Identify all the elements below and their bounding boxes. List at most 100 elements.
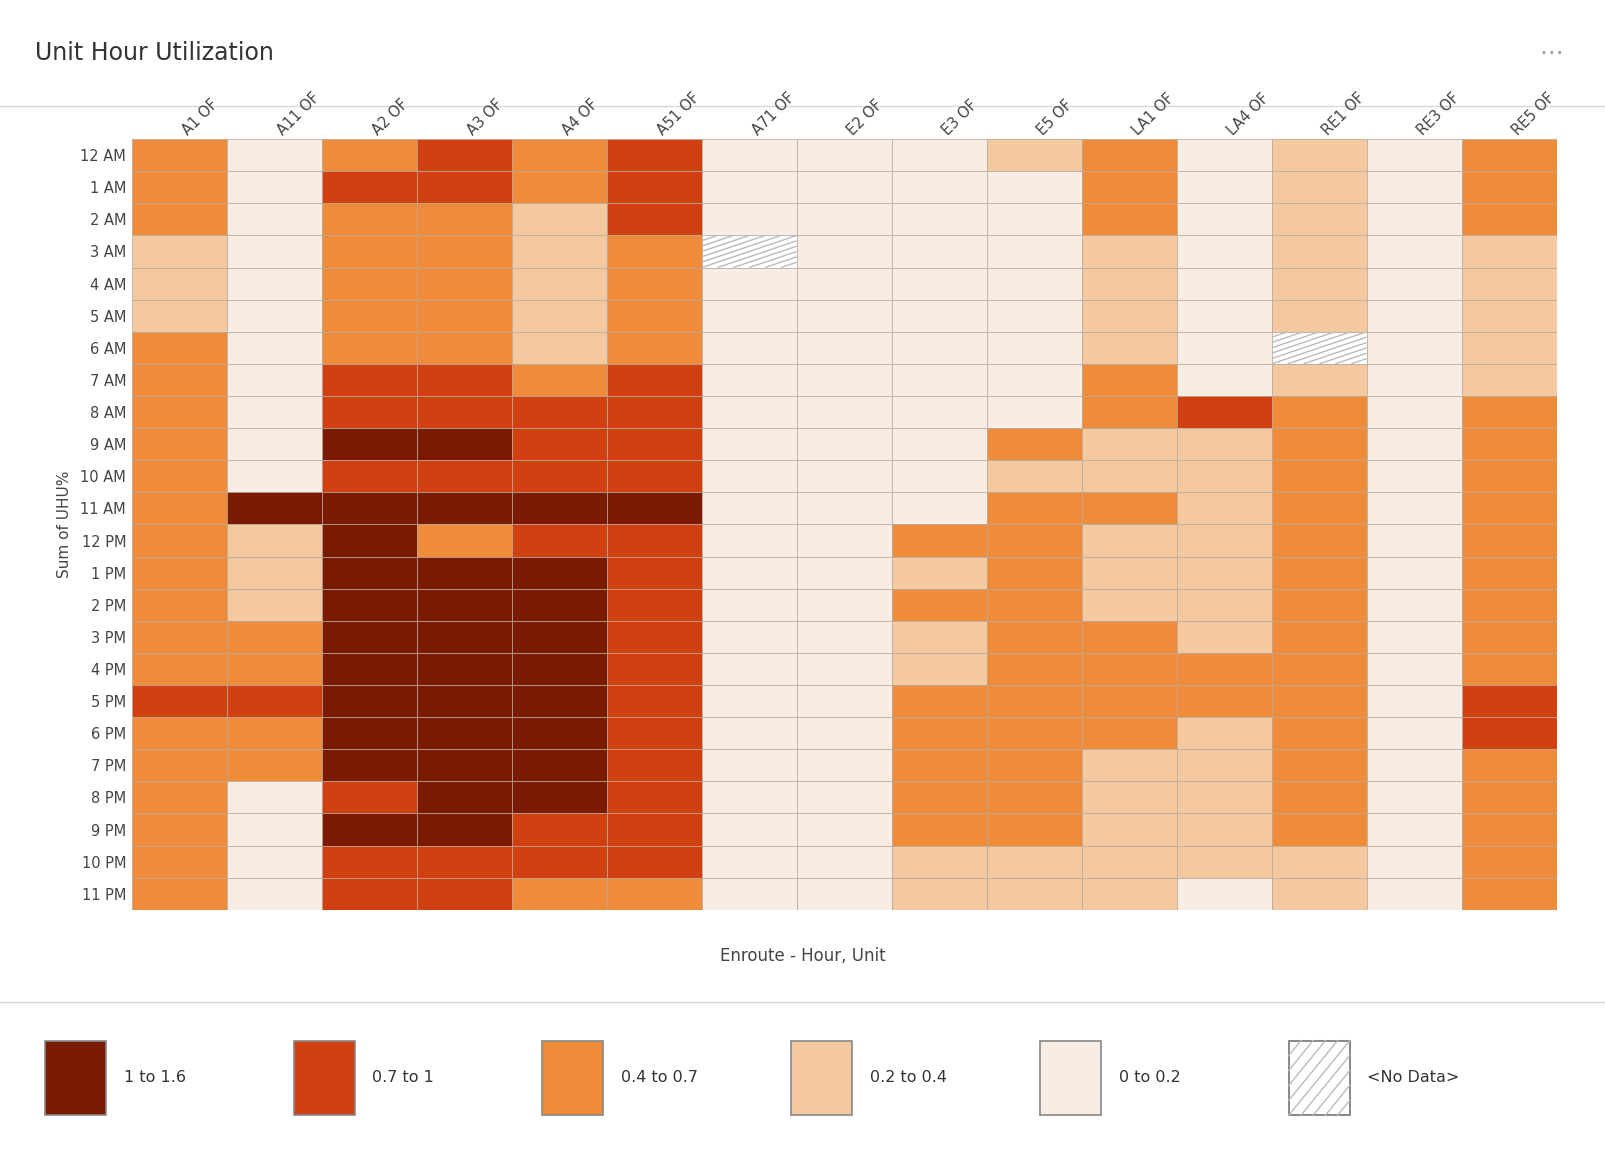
Bar xyxy=(1271,460,1367,493)
Bar xyxy=(796,653,892,685)
Bar xyxy=(701,524,796,556)
Bar xyxy=(607,396,701,428)
Bar xyxy=(321,814,417,846)
Bar xyxy=(417,493,512,524)
Bar xyxy=(607,428,701,460)
Bar xyxy=(1271,139,1367,172)
Bar xyxy=(1271,685,1367,717)
Bar xyxy=(226,685,321,717)
Bar xyxy=(1367,653,1462,685)
Bar xyxy=(607,524,701,556)
Bar xyxy=(892,556,987,589)
Bar xyxy=(607,460,701,493)
Bar xyxy=(796,235,892,268)
Bar xyxy=(701,749,796,781)
Bar xyxy=(321,685,417,717)
Bar xyxy=(132,749,226,781)
Bar xyxy=(796,139,892,172)
Bar xyxy=(987,589,1082,621)
Bar xyxy=(1271,300,1367,331)
Bar xyxy=(226,749,321,781)
Bar xyxy=(701,556,796,589)
Bar xyxy=(417,172,512,203)
Bar xyxy=(132,524,226,556)
Bar xyxy=(1367,877,1462,910)
Text: 1 to 1.6: 1 to 1.6 xyxy=(124,1071,186,1085)
Bar xyxy=(132,589,226,621)
Bar xyxy=(1367,268,1462,300)
Bar xyxy=(987,653,1082,685)
Bar xyxy=(607,203,701,235)
Bar xyxy=(1462,428,1557,460)
Bar xyxy=(1082,139,1176,172)
Bar xyxy=(987,268,1082,300)
Bar xyxy=(892,428,987,460)
Bar xyxy=(892,589,987,621)
Bar xyxy=(321,300,417,331)
Bar xyxy=(1082,556,1176,589)
Bar xyxy=(512,364,607,396)
Bar xyxy=(542,1041,603,1115)
Bar xyxy=(607,877,701,910)
Bar xyxy=(512,781,607,814)
Text: <No Data>: <No Data> xyxy=(1367,1071,1461,1085)
Bar xyxy=(796,717,892,749)
Bar xyxy=(45,1041,106,1115)
Bar xyxy=(701,621,796,653)
Bar xyxy=(1176,268,1271,300)
Bar xyxy=(701,268,796,300)
Bar xyxy=(796,203,892,235)
Bar xyxy=(796,685,892,717)
Bar xyxy=(1271,846,1367,877)
Bar xyxy=(1271,235,1367,268)
Bar xyxy=(321,331,417,364)
Bar xyxy=(1462,749,1557,781)
Bar xyxy=(1271,653,1367,685)
Bar xyxy=(1176,172,1271,203)
Bar xyxy=(1082,235,1176,268)
Bar xyxy=(1082,396,1176,428)
Bar xyxy=(226,846,321,877)
Bar xyxy=(1367,331,1462,364)
Bar xyxy=(607,364,701,396)
Bar xyxy=(1176,685,1271,717)
Bar xyxy=(1176,781,1271,814)
Bar xyxy=(892,396,987,428)
Bar xyxy=(1271,781,1367,814)
Bar xyxy=(1271,589,1367,621)
Bar xyxy=(226,203,321,235)
Bar xyxy=(796,621,892,653)
Bar xyxy=(132,493,226,524)
Bar xyxy=(892,268,987,300)
Bar xyxy=(892,781,987,814)
Bar xyxy=(321,781,417,814)
Bar xyxy=(607,685,701,717)
Text: Enroute - Hour, Unit: Enroute - Hour, Unit xyxy=(719,947,886,965)
Bar xyxy=(1176,364,1271,396)
Bar xyxy=(1176,877,1271,910)
Bar xyxy=(132,621,226,653)
Bar xyxy=(512,877,607,910)
Bar xyxy=(1176,428,1271,460)
Y-axis label: Sum of UHU%: Sum of UHU% xyxy=(56,471,72,578)
Bar xyxy=(321,589,417,621)
Bar xyxy=(607,139,701,172)
Bar xyxy=(1367,235,1462,268)
Bar xyxy=(1082,877,1176,910)
Bar xyxy=(321,235,417,268)
Bar xyxy=(226,396,321,428)
Bar xyxy=(1462,877,1557,910)
Bar xyxy=(607,268,701,300)
Bar xyxy=(1367,203,1462,235)
Bar xyxy=(226,653,321,685)
Bar xyxy=(1082,460,1176,493)
Bar xyxy=(987,300,1082,331)
Bar xyxy=(892,653,987,685)
Bar xyxy=(892,172,987,203)
Bar xyxy=(132,364,226,396)
Bar xyxy=(1462,846,1557,877)
Bar xyxy=(512,268,607,300)
Bar xyxy=(701,364,796,396)
Bar xyxy=(132,268,226,300)
Bar xyxy=(796,877,892,910)
